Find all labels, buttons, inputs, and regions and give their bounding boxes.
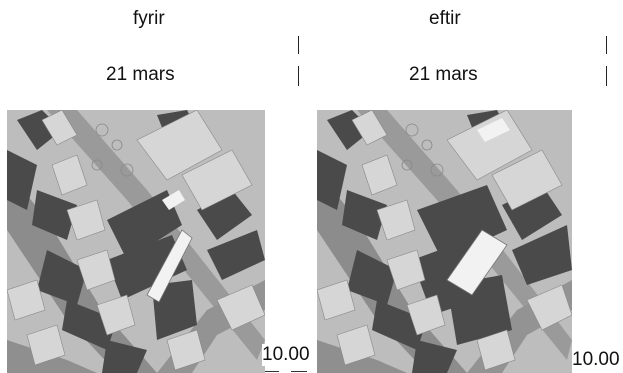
time-after: 10.00 — [572, 349, 620, 371]
heading-after: eftir — [429, 8, 461, 29]
shadow-map-after — [317, 110, 572, 373]
date-before: 21 mars — [106, 64, 175, 85]
shadow-map-before — [7, 110, 265, 373]
scale-tick — [265, 371, 279, 372]
date-after: 21 mars — [409, 64, 478, 85]
divider-line — [298, 66, 299, 86]
divider-line — [606, 66, 607, 86]
scale-tick — [291, 371, 307, 372]
divider-line — [606, 36, 607, 54]
heading-before: fyrir — [133, 8, 165, 29]
divider-line — [298, 36, 299, 54]
time-before: 10.00 — [262, 344, 310, 366]
